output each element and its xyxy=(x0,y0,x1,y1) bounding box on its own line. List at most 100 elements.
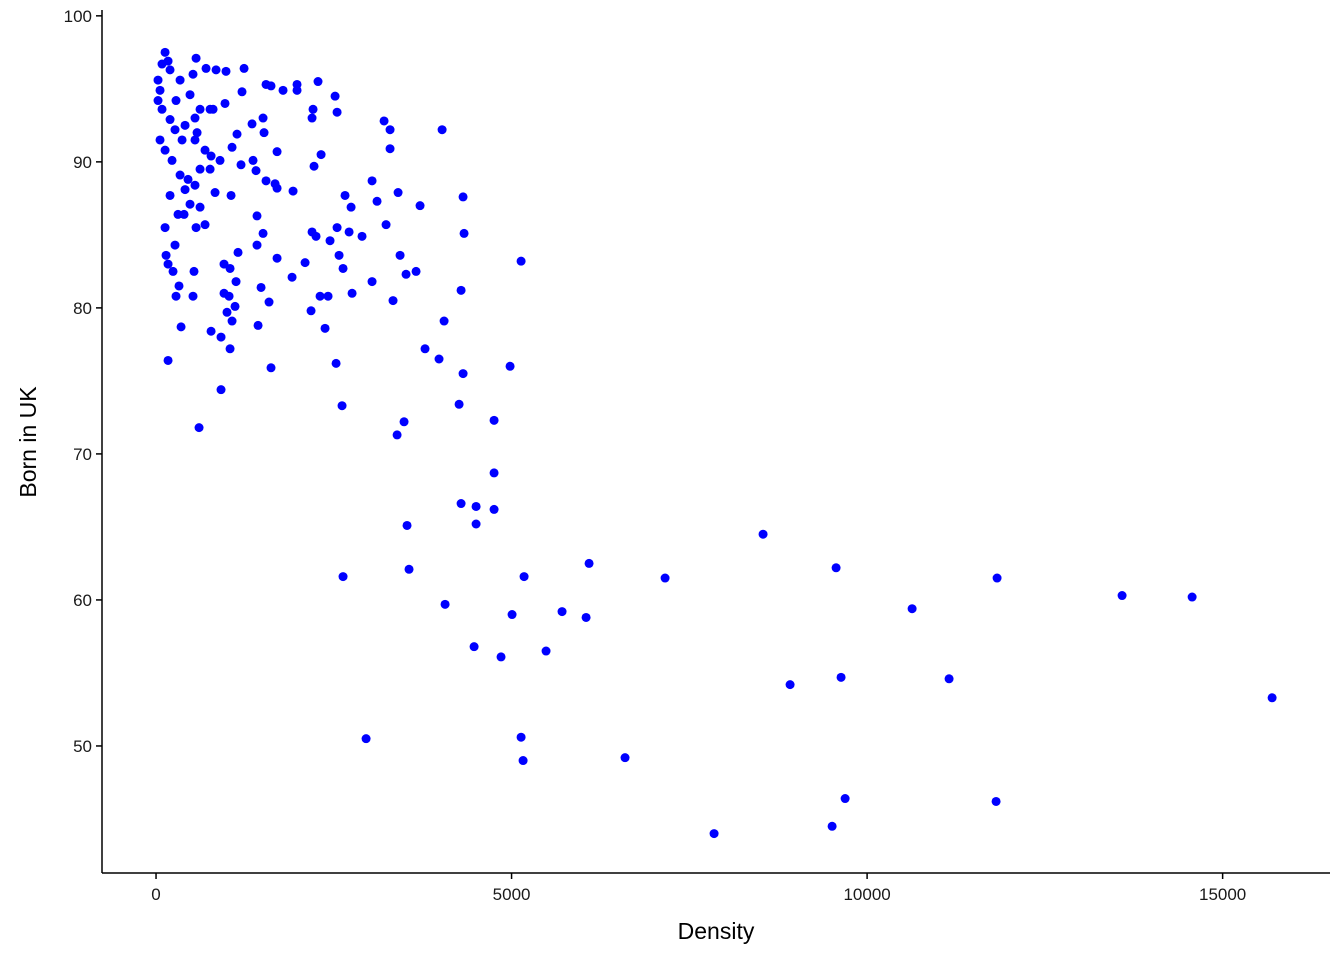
point xyxy=(227,316,237,326)
point xyxy=(233,247,243,257)
point xyxy=(165,65,175,75)
point xyxy=(458,369,468,379)
point xyxy=(236,160,246,170)
point xyxy=(439,316,449,326)
point xyxy=(388,296,398,306)
point xyxy=(230,301,240,311)
point xyxy=(210,188,220,198)
point xyxy=(253,320,263,330)
point xyxy=(332,107,342,117)
point xyxy=(211,65,221,75)
x-tick-label: 0 xyxy=(151,885,160,904)
point xyxy=(332,223,342,233)
point xyxy=(620,753,630,763)
point xyxy=(557,607,567,617)
point xyxy=(160,47,170,57)
point xyxy=(660,573,670,583)
point xyxy=(206,151,216,161)
point xyxy=(340,190,350,200)
point xyxy=(440,599,450,609)
point xyxy=(1117,591,1127,601)
point xyxy=(183,174,193,184)
point xyxy=(325,236,335,246)
point xyxy=(402,520,412,530)
y-axis-title: Born in UK xyxy=(15,386,41,498)
point xyxy=(541,646,551,656)
point xyxy=(272,253,282,263)
point xyxy=(272,147,282,157)
point xyxy=(840,794,850,804)
point xyxy=(258,228,268,238)
point xyxy=(420,344,430,354)
point xyxy=(519,572,529,582)
point xyxy=(346,202,356,212)
point xyxy=(434,354,444,364)
point xyxy=(232,129,242,139)
point xyxy=(307,227,317,237)
point xyxy=(469,642,479,652)
point xyxy=(163,259,173,269)
point xyxy=(190,180,200,190)
point xyxy=(191,53,201,63)
point xyxy=(454,399,464,409)
point xyxy=(459,228,469,238)
point xyxy=(334,250,344,260)
point xyxy=(219,259,229,269)
point xyxy=(175,170,185,180)
point xyxy=(288,186,298,196)
point xyxy=(258,113,268,123)
point xyxy=(248,155,258,165)
point xyxy=(188,291,198,301)
point xyxy=(261,176,271,186)
point xyxy=(367,277,377,287)
point xyxy=(200,145,210,155)
point xyxy=(201,63,211,73)
point xyxy=(320,323,330,333)
x-tick-label: 5000 xyxy=(493,885,531,904)
point xyxy=(165,115,175,125)
x-tick-label: 15000 xyxy=(1199,885,1246,904)
point xyxy=(192,128,202,138)
point xyxy=(316,150,326,160)
y-tick-label: 80 xyxy=(73,299,92,318)
y-tick-label: 90 xyxy=(73,153,92,172)
point xyxy=(190,135,200,145)
point xyxy=(205,164,215,174)
point xyxy=(160,223,170,233)
point xyxy=(176,322,186,332)
point xyxy=(489,415,499,425)
point xyxy=(836,672,846,682)
point xyxy=(357,231,367,241)
point xyxy=(153,75,163,85)
point xyxy=(313,77,323,87)
point xyxy=(219,288,229,298)
point xyxy=(206,326,216,336)
x-tick-label: 10000 xyxy=(843,885,890,904)
point xyxy=(252,240,262,250)
point xyxy=(381,220,391,230)
point xyxy=(270,179,280,189)
point xyxy=(496,652,506,662)
point xyxy=(944,674,954,684)
point xyxy=(337,401,347,411)
point xyxy=(261,79,271,89)
point xyxy=(471,501,481,511)
point xyxy=(208,104,218,114)
point xyxy=(170,125,180,135)
point xyxy=(758,529,768,539)
point xyxy=(992,573,1002,583)
y-tick-label: 50 xyxy=(73,737,92,756)
point xyxy=(392,430,402,440)
point xyxy=(323,291,333,301)
point xyxy=(991,796,1001,806)
point xyxy=(330,91,340,101)
point xyxy=(456,285,466,295)
point xyxy=(505,361,515,371)
point xyxy=(231,277,241,287)
point xyxy=(300,258,310,268)
point xyxy=(247,119,257,129)
point xyxy=(185,90,195,100)
point xyxy=(215,155,225,165)
point xyxy=(489,468,499,478)
point xyxy=(157,104,167,114)
